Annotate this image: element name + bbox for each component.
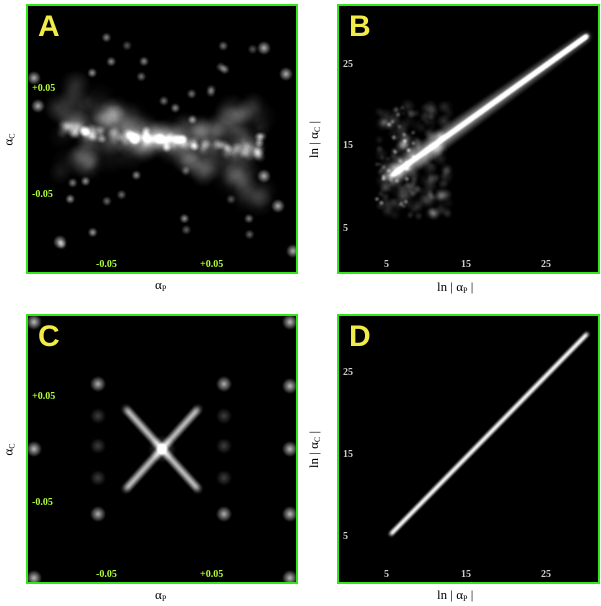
panel-label-a: A [38, 10, 60, 43]
panel-a-histogram: A -0.05 +0.05 +0.05 -0.05 [26, 4, 298, 274]
panel-label-c: C [38, 320, 60, 353]
x-tick-d-25: 25 [541, 569, 551, 580]
y-tick-c-neg: -0.05 [32, 497, 53, 508]
y-tick-b-5: 5 [343, 223, 348, 234]
panel-d-histogram: D 5 15 25 25 15 5 [337, 314, 600, 584]
y-tick-a-pos: +0.05 [32, 83, 56, 94]
x-tick-b-15: 15 [461, 259, 471, 270]
y-tick-c-pos: +0.05 [32, 391, 56, 402]
y-tick-d-25: 25 [343, 367, 353, 378]
y-axis-label-a: αC [0, 133, 17, 146]
x-axis-label-b: ln | αP | [437, 279, 474, 295]
y-tick-b-15: 15 [343, 140, 353, 151]
y-axis-label-c: αC [0, 443, 17, 456]
density-image-c [28, 316, 296, 582]
x-tick-d-15: 15 [461, 569, 471, 580]
x-tick-c-pos: +0.05 [200, 569, 224, 580]
y-tick-b-25: 25 [343, 59, 353, 70]
x-axis-label-d: ln | αP | [437, 587, 474, 603]
panel-label-d: D [349, 320, 371, 353]
x-tick-b-25: 25 [541, 259, 551, 270]
y-tick-a-neg: -0.05 [32, 189, 53, 200]
panel-c-histogram: C -0.05 +0.05 +0.05 -0.05 [26, 314, 298, 584]
density-image-b [339, 6, 598, 272]
y-tick-d-15: 15 [343, 449, 353, 460]
x-tick-a-pos: +0.05 [200, 259, 224, 270]
x-tick-c-neg: -0.05 [96, 569, 117, 580]
density-image-a [28, 6, 296, 272]
y-axis-label-b: ln | αC | [306, 120, 323, 159]
panel-b-histogram: B 5 15 25 25 15 5 [337, 4, 600, 274]
x-tick-a-neg: -0.05 [96, 259, 117, 270]
x-tick-b-5: 5 [384, 259, 389, 270]
y-axis-label-d: ln | αC | [306, 430, 323, 469]
y-tick-d-5: 5 [343, 531, 348, 542]
density-image-d [339, 316, 598, 582]
x-tick-d-5: 5 [384, 569, 389, 580]
x-axis-label-c: αP [155, 587, 167, 603]
x-axis-label-a: αP [155, 277, 167, 293]
panel-label-b: B [349, 10, 371, 43]
